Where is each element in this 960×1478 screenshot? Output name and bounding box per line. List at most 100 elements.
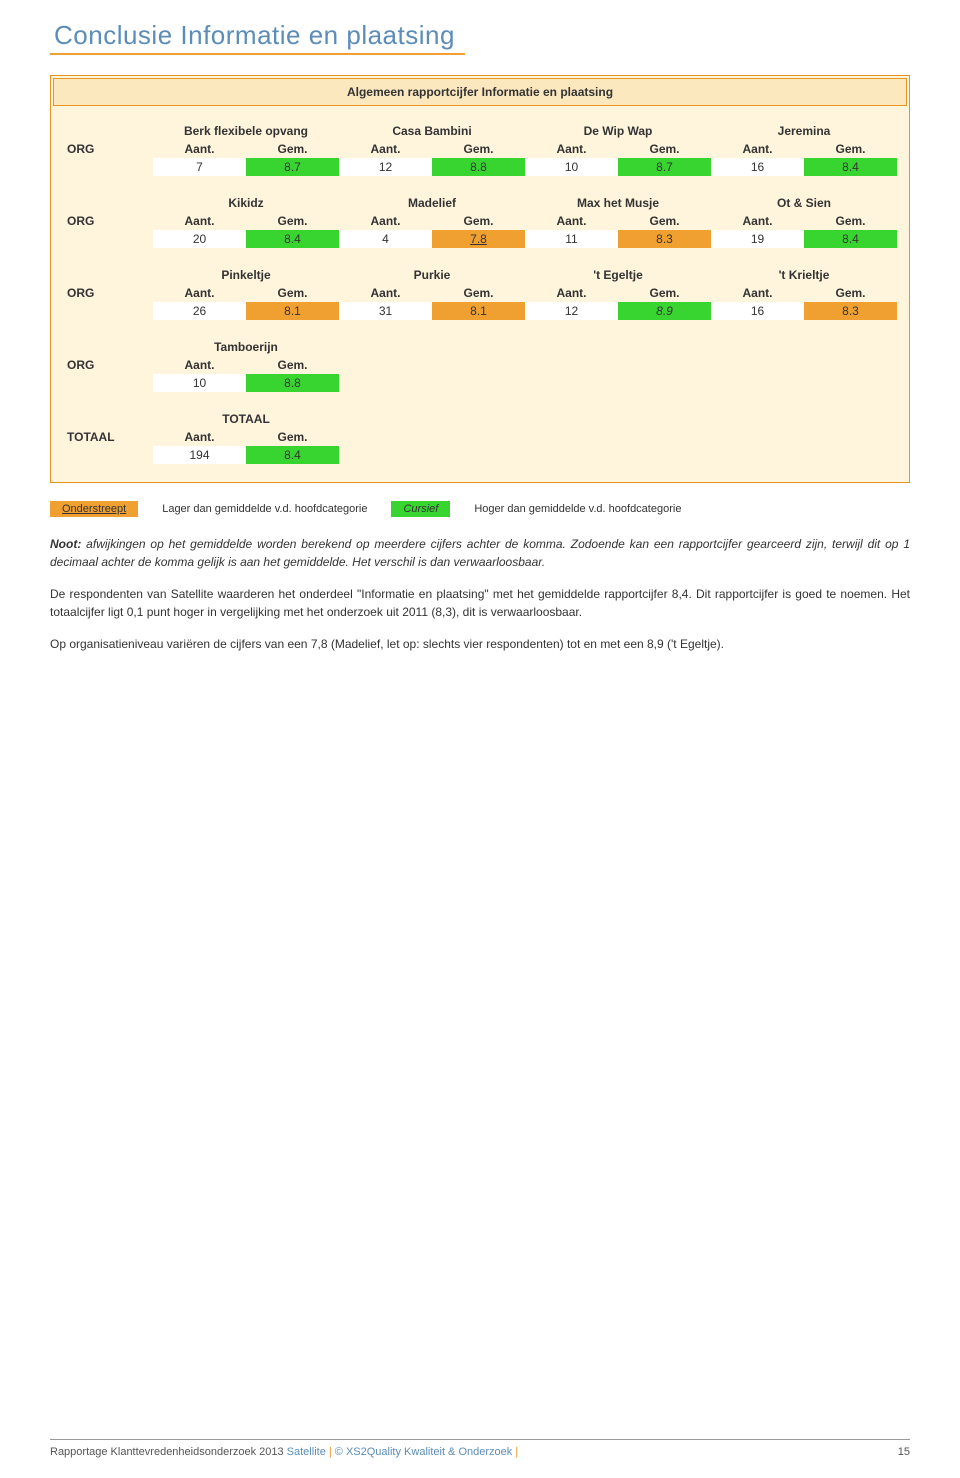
col-aant: Aant. [339, 284, 432, 302]
body-text: Noot: afwijkingen op het gemiddelde word… [50, 535, 910, 653]
value-aant: 194 [153, 446, 246, 464]
col-aant: Aant. [153, 140, 246, 158]
value-aant: 10 [153, 374, 246, 392]
col-aant: Aant. [153, 356, 246, 374]
value-aant: 12 [525, 302, 618, 320]
value-gem: 8.4 [246, 230, 339, 248]
col-aant: Aant. [153, 428, 246, 446]
value-gem: 8.8 [246, 374, 339, 392]
col-gem: Gem. [246, 212, 339, 230]
box-caption: Algemeen rapportcijfer Informatie en pla… [53, 78, 907, 106]
value-gem: 8.3 [618, 230, 711, 248]
group-name: Ot & Sien [711, 194, 897, 212]
col-gem: Gem. [618, 212, 711, 230]
report-box: Algemeen rapportcijfer Informatie en pla… [50, 75, 910, 483]
value-aant: 11 [525, 230, 618, 248]
group-name: Tamboerijn [153, 338, 339, 356]
value-aant: 12 [339, 158, 432, 176]
row-label: TOTAAL [63, 428, 153, 446]
value-gem: 8.4 [246, 446, 339, 464]
col-aant: Aant. [153, 212, 246, 230]
value-gem: 7.8 [432, 230, 525, 248]
col-gem: Gem. [246, 284, 339, 302]
col-gem: Gem. [246, 356, 339, 374]
group-name: Max het Musje [525, 194, 711, 212]
group-name: Jeremina [711, 122, 897, 140]
footer-text: Rapportage Klanttevredenheidsonderzoek 2… [50, 1446, 287, 1458]
table-row-totaal: TOTAAL TOTAAL Aant. Gem. 194 8.4 [63, 410, 897, 464]
group-name: 't Egeltje [525, 266, 711, 284]
group-name: Kikidz [153, 194, 339, 212]
value-gem: 8.9 [618, 302, 711, 320]
col-aant: Aant. [711, 284, 804, 302]
value-aant: 19 [711, 230, 804, 248]
col-aant: Aant. [711, 140, 804, 158]
value-aant: 10 [525, 158, 618, 176]
footer-page-number: 15 [898, 1446, 910, 1458]
value-aant: 16 [711, 302, 804, 320]
note-paragraph: Noot: afwijkingen op het gemiddelde word… [50, 535, 910, 571]
legend-cursief-chip: Cursief [391, 501, 450, 517]
row-label: ORG [63, 212, 153, 230]
footer-left: Rapportage Klanttevredenheidsonderzoek 2… [50, 1446, 518, 1458]
legend: Onderstreept Lager dan gemiddelde v.d. h… [50, 501, 910, 517]
table-row-4: Tamboerijn ORG Aant. Gem. 10 8.8 [63, 338, 897, 392]
col-gem: Gem. [432, 140, 525, 158]
note-body: afwijkingen op het gemiddelde worden ber… [50, 537, 910, 569]
value-gem: 8.8 [432, 158, 525, 176]
value-gem: 8.4 [804, 158, 897, 176]
value-aant: 4 [339, 230, 432, 248]
paragraph-3: Op organisatieniveau variëren de cijfers… [50, 635, 910, 653]
col-aant: Aant. [711, 212, 804, 230]
value-gem: 8.3 [804, 302, 897, 320]
tables-container: Berk flexibele opvang Casa Bambini De Wi… [53, 118, 907, 480]
group-name: Casa Bambini [339, 122, 525, 140]
note-label: Noot: [50, 537, 81, 551]
col-gem: Gem. [246, 428, 339, 446]
group-name: De Wip Wap [525, 122, 711, 140]
footer-mid: © XS2Quality Kwaliteit & Onderzoek [335, 1446, 512, 1458]
group-name: Berk flexibele opvang [153, 122, 339, 140]
col-aant: Aant. [339, 212, 432, 230]
footer-sep: | [326, 1446, 335, 1458]
page-footer: Rapportage Klanttevredenheidsonderzoek 2… [50, 1439, 910, 1458]
col-gem: Gem. [804, 284, 897, 302]
footer-brand: Satellite [287, 1446, 326, 1458]
table-row-2: Kikidz Madelief Max het Musje Ot & Sien … [63, 194, 897, 248]
value-aant: 7 [153, 158, 246, 176]
legend-underline-chip: Onderstreept [50, 501, 138, 517]
group-name: Madelief [339, 194, 525, 212]
legend-underline-text: Lager dan gemiddelde v.d. hoofdcategorie [162, 503, 367, 515]
col-aant: Aant. [525, 212, 618, 230]
col-gem: Gem. [618, 140, 711, 158]
col-gem: Gem. [804, 140, 897, 158]
value-gem: 8.7 [618, 158, 711, 176]
row-label: ORG [63, 140, 153, 158]
table-row-3: Pinkeltje Purkie 't Egeltje 't Krieltje … [63, 266, 897, 320]
value-gem: 8.7 [246, 158, 339, 176]
group-name: Purkie [339, 266, 525, 284]
value-gem: 8.4 [804, 230, 897, 248]
legend-cursief-text: Hoger dan gemiddelde v.d. hoofdcategorie [474, 503, 681, 515]
value-gem: 8.1 [432, 302, 525, 320]
col-gem: Gem. [432, 212, 525, 230]
col-gem: Gem. [618, 284, 711, 302]
value-gem: 8.1 [246, 302, 339, 320]
value-aant: 20 [153, 230, 246, 248]
table-row-1: Berk flexibele opvang Casa Bambini De Wi… [63, 122, 897, 176]
group-name: 't Krieltje [711, 266, 897, 284]
paragraph-2: De respondenten van Satellite waarderen … [50, 585, 910, 621]
value-aant: 26 [153, 302, 246, 320]
col-gem: Gem. [804, 212, 897, 230]
col-gem: Gem. [432, 284, 525, 302]
group-name: TOTAAL [153, 410, 339, 428]
value-aant: 31 [339, 302, 432, 320]
col-gem: Gem. [246, 140, 339, 158]
col-aant: Aant. [525, 284, 618, 302]
col-aant: Aant. [525, 140, 618, 158]
value-aant: 16 [711, 158, 804, 176]
col-aant: Aant. [153, 284, 246, 302]
footer-sep: | [512, 1446, 518, 1458]
col-aant: Aant. [339, 140, 432, 158]
page-title: Conclusie Informatie en plaatsing [50, 20, 465, 55]
